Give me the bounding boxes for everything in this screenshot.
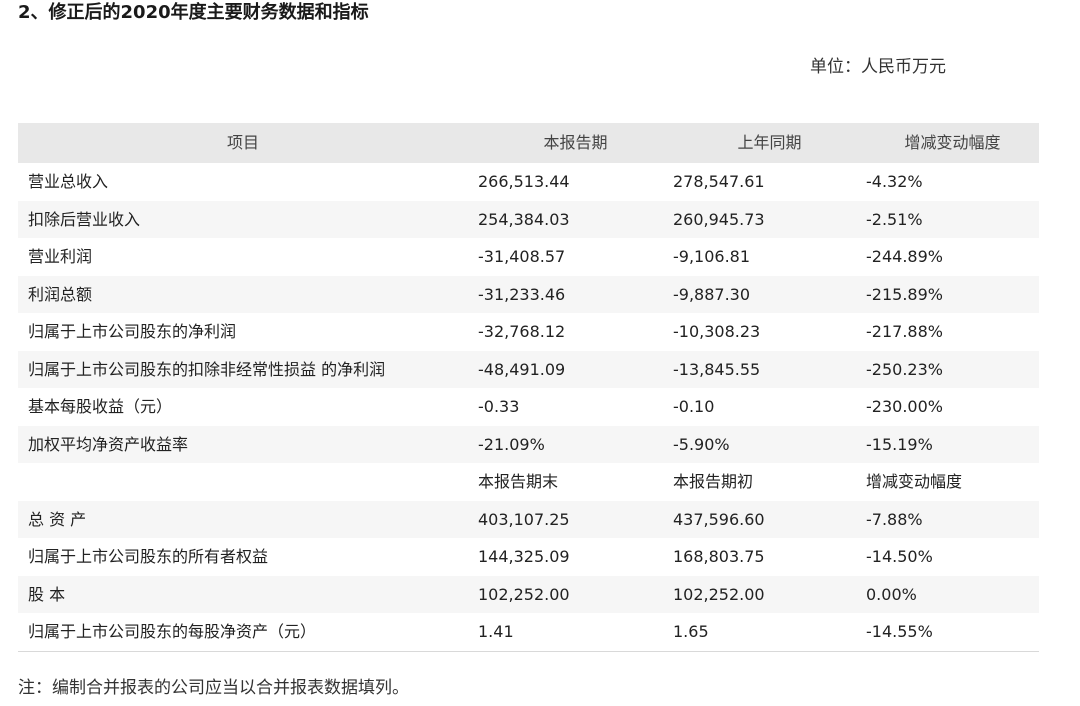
- row-prior: 102,252.00: [673, 584, 765, 604]
- header-item: 项目: [226, 133, 259, 152]
- row-current: -31,408.57: [478, 247, 566, 266]
- row-prior: -9,887.30: [673, 284, 751, 304]
- row-prior: -10,308.23: [673, 322, 761, 341]
- row-prior: 437,596.60: [673, 509, 765, 529]
- table-row: 股 本 102,252.00 102,252.00 0.00%: [18, 575, 1039, 613]
- table-row: 总 资 产 403,107.25 437,596.60 -7.88%: [18, 500, 1039, 538]
- header-change-rate: 增减变动幅度: [904, 133, 1001, 152]
- row-item: 归属于上市公司股东的净利润: [28, 322, 237, 341]
- row-change: -14.55%: [866, 622, 933, 641]
- row-item: 总 资 产: [28, 509, 87, 529]
- row-change: -244.89%: [866, 247, 943, 266]
- table-row: 归属于上市公司股东的所有者权益 144,325.09 168,803.75 -14.5…: [18, 538, 1039, 576]
- row-prior: 168,803.75: [673, 547, 765, 566]
- row-current: 本报告期末: [478, 472, 559, 491]
- row-current: 144,325.09: [478, 547, 570, 566]
- row-current: 266,513.44: [478, 172, 570, 191]
- row-prior: 278,547.61: [673, 172, 765, 191]
- row-current: 1.41: [478, 622, 514, 641]
- row-prior: -9,106.81: [673, 247, 751, 266]
- section-title: 2、修正后的2020年度主要财务数据和指标: [18, 2, 369, 23]
- footnote: 注：编制合并报表的公司应当以合并报表数据填列。: [18, 678, 409, 698]
- row-current: -31,233.46: [478, 284, 566, 304]
- row-item: 加权平均净资产收益率: [28, 434, 189, 454]
- table-body: 营业总收入 266,513.44 278,547.61 -4.32% 扣除后营业收入 25…: [18, 163, 1039, 651]
- row-change: 增减变动幅度: [866, 472, 963, 491]
- row-item: 营业利润: [28, 247, 93, 266]
- row-item: 营业总收入: [28, 172, 109, 191]
- row-item: 基本每股收益（元）: [28, 397, 173, 416]
- header-prior-period: 上年同期: [737, 133, 802, 152]
- row-item: 扣除后营业收入: [28, 209, 141, 229]
- row-item: 归属于上市公司股东的每股净资产（元）: [28, 622, 317, 641]
- row-change: -2.51%: [866, 209, 923, 229]
- row-prior: 260,945.73: [673, 209, 765, 229]
- table-row: 加权平均净资产收益率 -21.09% -5.90% -15.19%: [18, 425, 1039, 463]
- row-change: -230.00%: [866, 397, 943, 416]
- row-item: 股 本: [28, 584, 66, 604]
- row-change: -7.88%: [866, 509, 923, 529]
- table-row: 基本每股收益（元） -0.33 -0.10 -230.00%: [18, 388, 1039, 426]
- row-prior: -13,845.55: [673, 359, 761, 379]
- row-current: 403,107.25: [478, 509, 570, 529]
- table-row: 营业利润 -31,408.57 -9,106.81 -244.89%: [18, 238, 1039, 276]
- row-prior: -0.10: [673, 397, 715, 416]
- financial-data-table: 项目 本报告期 上年同期 增减变动幅度 营业总收入 266,513.44 278,5…: [18, 123, 1039, 652]
- row-current: -21.09%: [478, 434, 545, 454]
- row-change: -15.19%: [866, 434, 933, 454]
- table-header-row: 项目 本报告期 上年同期 增减变动幅度: [18, 123, 1039, 163]
- row-current: -32,768.12: [478, 322, 566, 341]
- header-current-period: 本报告期: [543, 133, 608, 152]
- unit-label: 单位：人民币万元: [810, 57, 946, 77]
- row-change: -4.32%: [866, 172, 923, 191]
- table-row: 归属于上市公司股东的每股净资产（元） 1.41 1.65 -14.55%: [18, 613, 1039, 651]
- table-row: 营业总收入 266,513.44 278,547.61 -4.32%: [18, 163, 1039, 201]
- table-row: 利润总额 -31,233.46 -9,887.30 -215.89%: [18, 275, 1039, 313]
- row-prior: 本报告期初: [673, 472, 754, 491]
- row-item: 归属于上市公司股东的所有者权益: [28, 547, 269, 566]
- table-row: 扣除后营业收入 254,384.03 260,945.73 -2.51%: [18, 200, 1039, 238]
- row-current: -0.33: [478, 397, 520, 416]
- row-item: 归属于上市公司股东的扣除非经常性损益 的净利润: [28, 359, 386, 379]
- row-prior: -5.90%: [673, 434, 730, 454]
- row-current: 254,384.03: [478, 209, 570, 229]
- table-row: 归属于上市公司股东的扣除非经常性损益 的净利润 -48,491.09 -13,845…: [18, 350, 1039, 388]
- row-change: -217.88%: [866, 322, 943, 341]
- row-item: 利润总额: [28, 284, 93, 304]
- row-change: 0.00%: [866, 584, 917, 604]
- table-row: 归属于上市公司股东的净利润 -32,768.12 -10,308.23 -217.88…: [18, 313, 1039, 351]
- row-change: -14.50%: [866, 547, 933, 566]
- row-current: 102,252.00: [478, 584, 570, 604]
- table-row: 本报告期末 本报告期初 增减变动幅度: [18, 463, 1039, 501]
- row-prior: 1.65: [673, 622, 709, 641]
- row-current: -48,491.09: [478, 359, 566, 379]
- row-change: -215.89%: [866, 284, 943, 304]
- row-change: -250.23%: [866, 359, 943, 379]
